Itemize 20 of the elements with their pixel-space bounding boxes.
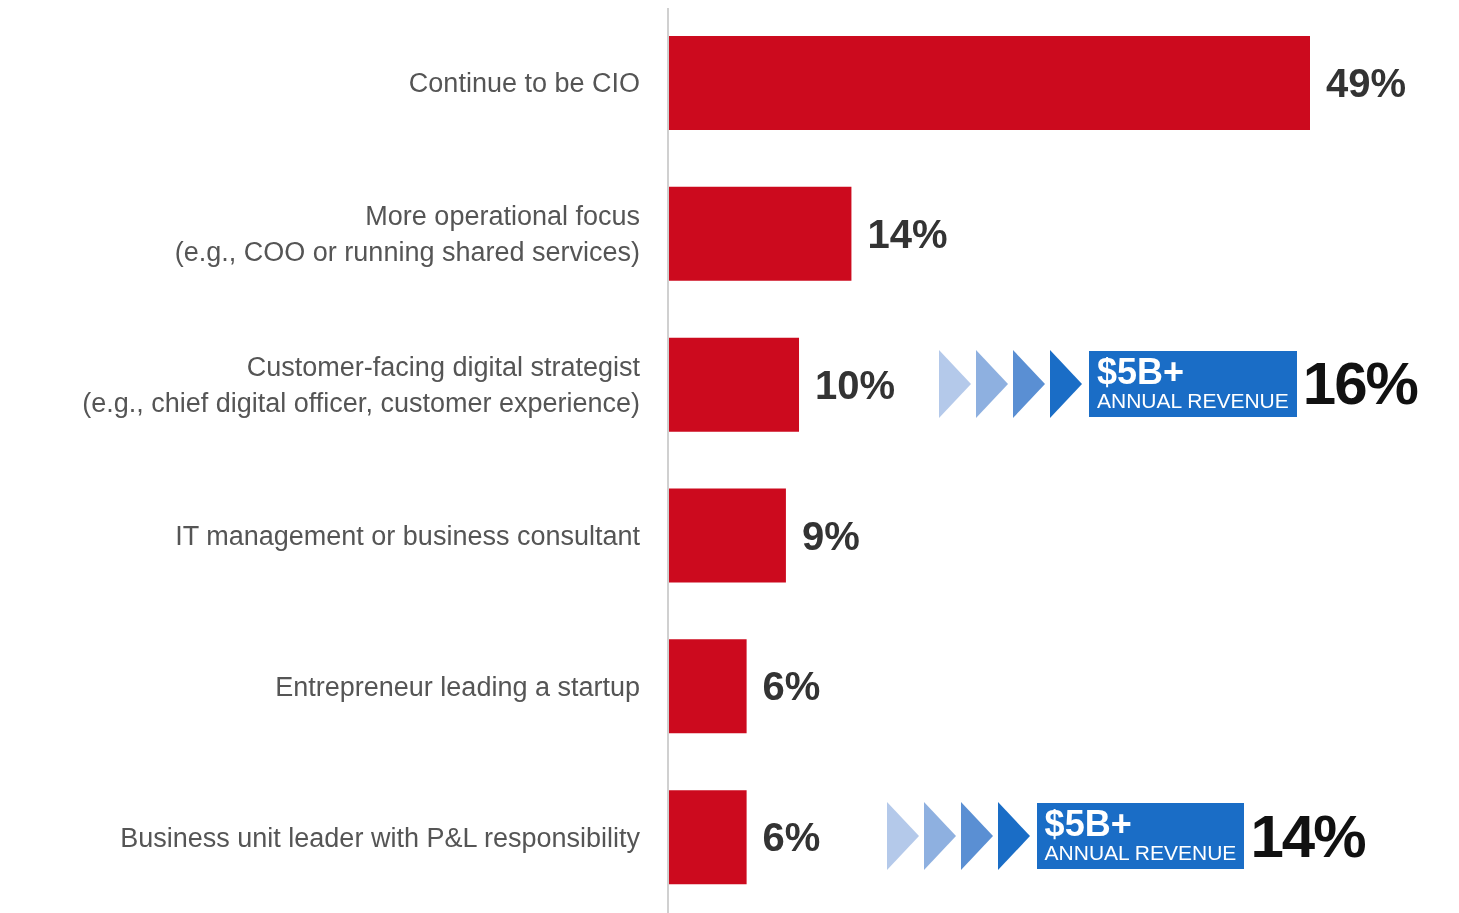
bar xyxy=(668,36,1310,130)
y-tick-label: Entrepreneur leading a startup xyxy=(275,671,640,702)
y-tick-label: Business unit leader with P&L responsibility xyxy=(120,822,641,853)
data-label: 9% xyxy=(801,513,860,558)
bar xyxy=(668,639,747,734)
data-label: 14% xyxy=(867,211,948,256)
y-tick-label: IT management or business consultant xyxy=(175,520,641,551)
bar xyxy=(668,337,800,432)
bar xyxy=(668,186,852,281)
data-label: 6% xyxy=(762,664,821,709)
bar xyxy=(668,790,747,885)
data-label: 49% xyxy=(1326,61,1407,105)
data-label: 6% xyxy=(762,815,821,860)
annotation: 14% xyxy=(1250,801,1365,871)
y-tick-label: Customer-facing digital strategist (e.g., chief digital officer, customer experience) xyxy=(82,352,641,419)
y-tick-label: Continue to be CIO xyxy=(408,68,640,99)
y-tick-label: More operational focus (e.g., COO or running shared services) xyxy=(174,201,640,268)
annotation: 16% xyxy=(1302,349,1417,419)
data-label: 10% xyxy=(815,362,896,407)
bar xyxy=(668,488,786,583)
